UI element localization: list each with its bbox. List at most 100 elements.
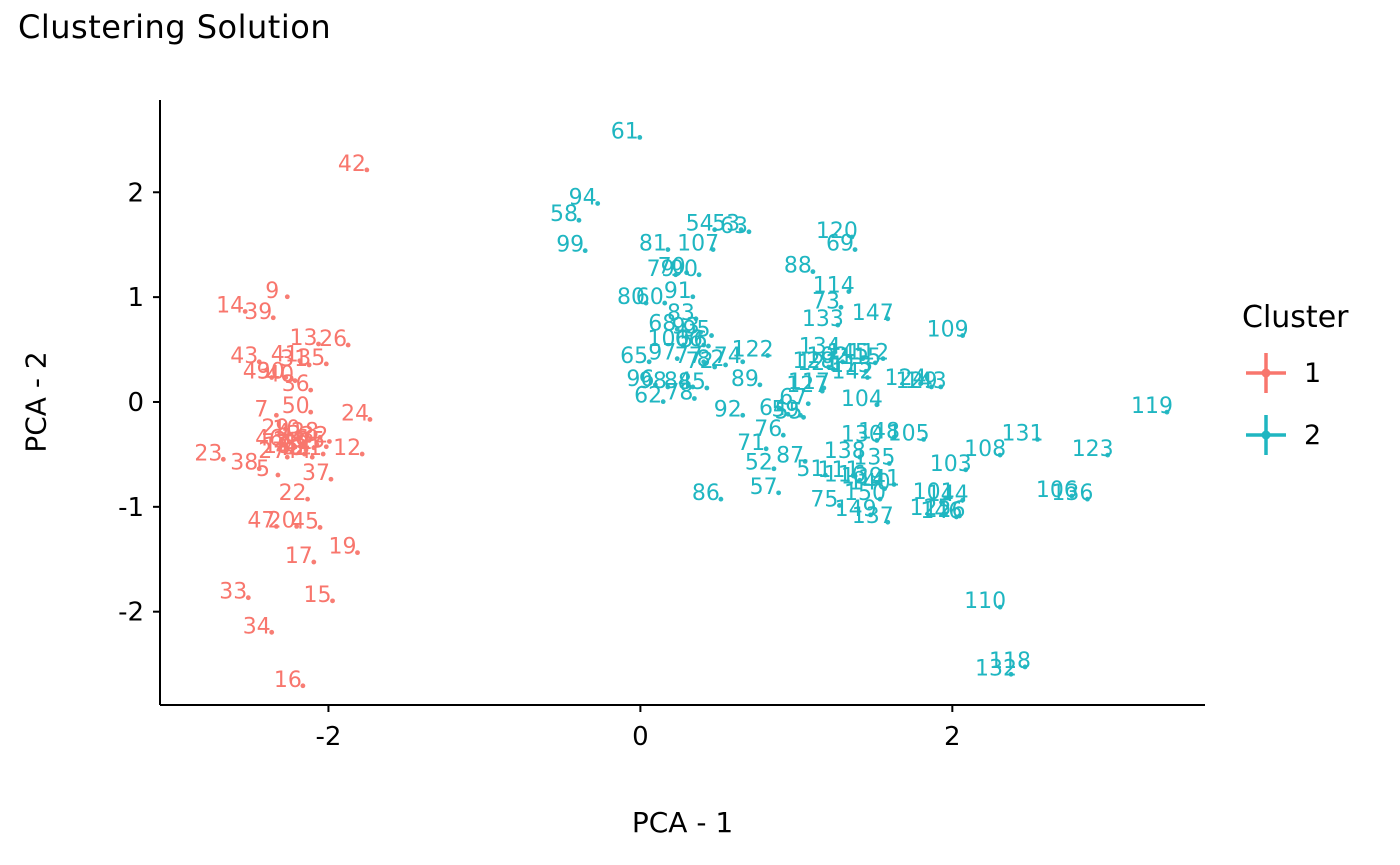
- point-label: 3: [287, 422, 301, 447]
- point-label: 44: [283, 439, 311, 464]
- point-label: 39: [244, 300, 272, 325]
- point-label: 13: [289, 326, 317, 351]
- point-label: 107: [677, 232, 719, 257]
- point-marker: [275, 472, 281, 478]
- y-tick-label: -1: [118, 493, 144, 523]
- point-marker: [305, 496, 310, 502]
- point-label: 108: [964, 437, 1006, 462]
- point-label: 9: [265, 279, 279, 304]
- point-label: 150: [844, 481, 886, 506]
- point-label: 34: [243, 614, 271, 639]
- point-marker: [709, 333, 714, 338]
- point-marker: [885, 316, 891, 322]
- y-axis-title: PCA - 2: [19, 351, 53, 453]
- point-label: 69: [826, 232, 854, 257]
- point-label: 7: [254, 397, 268, 422]
- point-label: 84: [664, 369, 692, 394]
- point-marker: [696, 272, 702, 278]
- point-label: 91: [664, 279, 692, 304]
- x-axis-title: PCA - 1: [631, 806, 734, 839]
- point-marker: [242, 309, 248, 314]
- point-label: 63: [720, 214, 748, 239]
- point-label: 125: [909, 496, 951, 521]
- point-label: 12: [333, 436, 361, 461]
- point-marker: [693, 316, 699, 322]
- point-label: 45: [291, 509, 319, 534]
- point-marker: [665, 384, 671, 390]
- point-marker: [284, 454, 290, 460]
- point-label: 141: [858, 466, 900, 491]
- point-marker: [837, 503, 842, 508]
- point-label: 88: [784, 254, 812, 279]
- point-label: 130: [841, 422, 883, 447]
- point-marker: [308, 387, 314, 393]
- point-label: 99: [556, 233, 584, 258]
- point-label: 62: [634, 384, 662, 409]
- point-marker: [946, 495, 952, 501]
- point-label: 49: [243, 360, 271, 385]
- point-label: 119: [1131, 394, 1173, 419]
- point-label: 109: [927, 318, 969, 343]
- point-label: 124: [885, 366, 927, 391]
- point-marker: [740, 359, 746, 365]
- point-marker: [690, 384, 696, 390]
- point-marker: [765, 353, 771, 358]
- point-marker: [1022, 664, 1028, 670]
- legend-entry-cluster-2: 2: [1242, 411, 1348, 459]
- point-marker: [300, 441, 306, 446]
- point-label: 58: [550, 202, 578, 227]
- point-label: 97: [648, 341, 676, 366]
- point-marker: [294, 524, 300, 529]
- point-marker: [684, 270, 689, 276]
- point-label: 27: [258, 439, 286, 464]
- point-marker: [891, 482, 897, 487]
- legend-title: Cluster: [1242, 300, 1349, 335]
- point-marker: [874, 402, 880, 408]
- point-marker: [281, 442, 287, 448]
- point-label: 40: [266, 363, 294, 388]
- point-label: 70: [658, 255, 686, 280]
- point-label: 90: [670, 257, 698, 282]
- point-label: 89: [731, 367, 759, 392]
- point-label: 134: [799, 334, 841, 359]
- point-label: 94: [569, 185, 597, 210]
- point-label: 17: [285, 544, 313, 569]
- point-marker: [1105, 452, 1111, 458]
- point-marker: [311, 559, 317, 565]
- point-label: 138: [824, 439, 866, 464]
- point-label: 103: [930, 452, 972, 477]
- point-label: 29: [261, 416, 289, 441]
- point-marker: [698, 330, 704, 335]
- legend: Cluster 1 2: [1242, 300, 1348, 459]
- point-marker: [852, 247, 858, 252]
- point-marker: [673, 272, 679, 278]
- point-label: 31: [280, 347, 308, 372]
- point-label: 85: [678, 370, 706, 395]
- point-label: 73: [812, 289, 840, 314]
- point-marker: [660, 399, 666, 405]
- cluster-1-marker-icon: [1246, 353, 1286, 393]
- point-marker: [295, 435, 301, 441]
- point-marker: [298, 432, 304, 438]
- point-label: 48: [275, 436, 303, 461]
- point-label: 65: [620, 344, 648, 369]
- point-label: 104: [841, 387, 883, 412]
- point-label: 118: [989, 649, 1031, 674]
- point-label: 86: [692, 481, 720, 506]
- point-marker: [865, 375, 870, 380]
- point-label: 145: [827, 341, 869, 366]
- point-marker: [288, 431, 293, 437]
- point-marker: [355, 550, 360, 556]
- point-label: 79: [647, 257, 675, 282]
- point-marker: [938, 384, 944, 390]
- point-label: 8: [284, 432, 298, 457]
- point-label: 131: [1002, 421, 1044, 446]
- point-label: 21: [294, 436, 322, 461]
- point-label: 92: [714, 397, 742, 422]
- point-marker: [323, 444, 329, 450]
- point-marker: [701, 342, 707, 348]
- point-marker: [963, 467, 969, 473]
- point-label: 96: [626, 367, 654, 392]
- point-label: 82: [697, 347, 725, 372]
